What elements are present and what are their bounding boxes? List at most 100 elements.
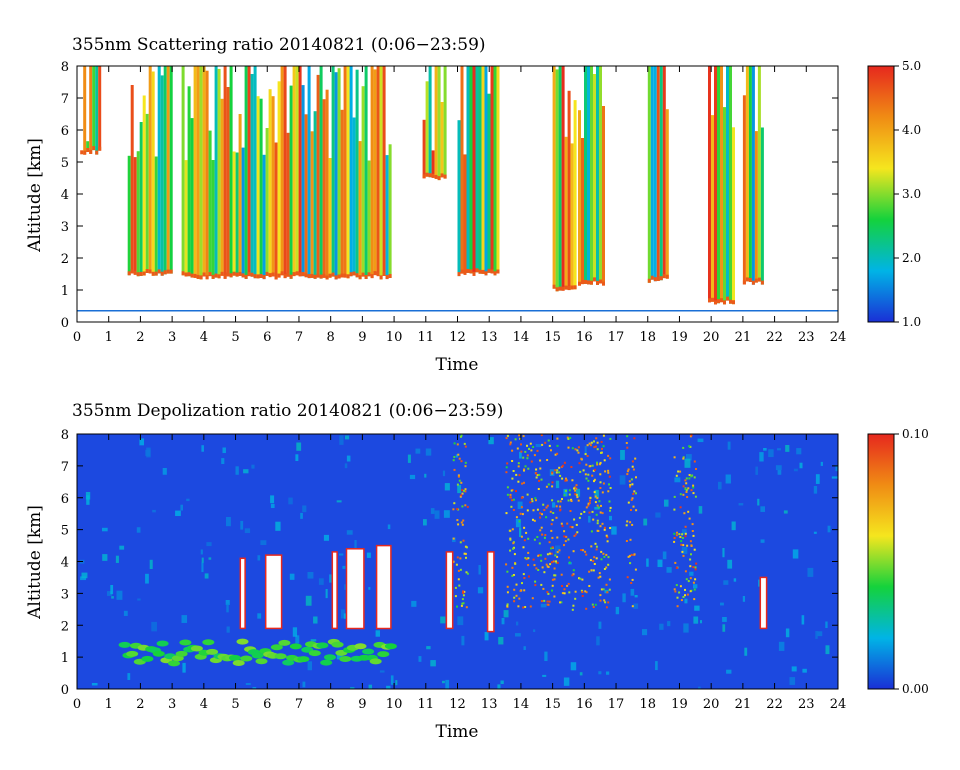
cloud-base-edge xyxy=(181,271,185,276)
no-data-column xyxy=(759,576,768,630)
cloud-column xyxy=(437,66,441,181)
texture-cell xyxy=(91,683,98,686)
depol-speckle xyxy=(543,509,546,511)
depol-speckle xyxy=(580,512,583,515)
depol-speckle xyxy=(538,554,541,556)
depol-speckle xyxy=(578,516,581,519)
depol-speckle xyxy=(678,533,681,536)
no-data-column xyxy=(486,551,495,633)
depol-speckle xyxy=(523,539,526,542)
depol-speckle xyxy=(511,477,514,480)
depol-speckle xyxy=(458,457,461,460)
texture-cell xyxy=(252,687,257,689)
depol-speckle xyxy=(523,589,526,592)
cloud-column xyxy=(656,66,660,281)
cloud-column xyxy=(322,99,326,278)
cloud-base-edge xyxy=(277,273,281,278)
depol-speckle xyxy=(513,600,516,603)
cloud-column xyxy=(590,66,593,285)
cloud-column xyxy=(760,127,764,285)
cloud-column xyxy=(268,89,272,278)
texture-cell xyxy=(336,653,343,660)
texture-cell xyxy=(620,450,625,460)
texture-cell xyxy=(831,476,838,479)
texture-cell xyxy=(149,559,153,569)
cloud-base-edge xyxy=(723,300,726,305)
depol-speckle xyxy=(540,559,543,562)
cloud-column xyxy=(223,66,227,279)
depol-speckle xyxy=(521,513,524,516)
cloud-column xyxy=(466,66,470,273)
texture-cell xyxy=(235,466,239,475)
depol-speckle xyxy=(551,499,554,502)
y-tick-label: 6 xyxy=(61,124,69,139)
texture-cell xyxy=(731,521,736,531)
depol-speckle xyxy=(550,552,553,555)
depol-speckle xyxy=(602,445,605,448)
cloud-column xyxy=(567,90,571,291)
depol-speckle xyxy=(635,509,638,512)
texture-cell xyxy=(461,635,465,646)
depol-speckle xyxy=(560,465,563,468)
depol-speckle xyxy=(632,492,635,495)
cloud-base-edge xyxy=(89,149,93,154)
texture-cell xyxy=(243,469,249,474)
depol-speckle xyxy=(528,575,530,578)
texture-cell xyxy=(127,673,131,680)
cloud-base-edge xyxy=(325,275,329,280)
depol-speckle xyxy=(571,479,574,482)
depol-speckle xyxy=(462,539,465,542)
x-tick-label: 11 xyxy=(418,330,435,345)
depol-speckle xyxy=(524,450,527,453)
cloud-column xyxy=(295,66,299,276)
texture-cell xyxy=(682,529,687,535)
depol-speckle xyxy=(679,470,682,473)
depol-speckle xyxy=(626,473,629,476)
colorbar-label: 3.0 xyxy=(902,187,921,201)
depol-speckle xyxy=(546,591,549,594)
depol-speckle xyxy=(608,578,611,581)
texture-cell xyxy=(116,590,123,600)
depol-speckle xyxy=(463,442,466,445)
cloud-base-edge xyxy=(193,273,197,278)
depol-speckle xyxy=(522,606,525,609)
depol-speckle xyxy=(453,442,456,445)
depol-speckle xyxy=(679,506,682,509)
depol-speckle xyxy=(633,490,636,493)
texture-cell xyxy=(102,527,108,532)
depol-speckle xyxy=(690,489,693,492)
cloud-base-edge xyxy=(472,271,476,276)
texture-cell xyxy=(325,589,328,599)
x-tick-label: 5 xyxy=(231,697,239,712)
depol-speckle xyxy=(464,488,467,491)
depol-speckle xyxy=(550,561,553,564)
x-tick-label: 19 xyxy=(671,330,688,345)
depol-speckle xyxy=(599,473,602,476)
depol-speckle xyxy=(569,525,572,528)
depol-speckle xyxy=(506,462,509,465)
depol-speckle xyxy=(531,597,534,600)
depol-speckle xyxy=(547,439,550,442)
cloud-column xyxy=(166,66,170,274)
depol-speckle xyxy=(466,572,469,575)
depol-speckle xyxy=(684,570,687,573)
texture-cell xyxy=(799,462,803,469)
depol-speckle xyxy=(605,566,608,569)
x-tick-label: 3 xyxy=(168,697,176,712)
depol-speckle xyxy=(603,568,606,570)
x-tick-label: 17 xyxy=(608,330,625,345)
depol-speckle xyxy=(695,562,698,565)
cloud-column xyxy=(256,96,260,279)
texture-cell xyxy=(813,486,818,494)
aerosol-blob xyxy=(126,650,139,657)
depol-speckle xyxy=(693,598,696,601)
depol-speckle xyxy=(566,522,569,525)
depol-speckle xyxy=(632,505,635,508)
texture-cell xyxy=(444,483,450,491)
texture-cell xyxy=(615,606,620,615)
depol-speckle xyxy=(523,481,525,484)
depol-speckle xyxy=(541,566,544,569)
depol-speckle xyxy=(536,449,539,452)
cloud-base-edge xyxy=(555,287,559,292)
depol-speckle xyxy=(509,538,512,541)
